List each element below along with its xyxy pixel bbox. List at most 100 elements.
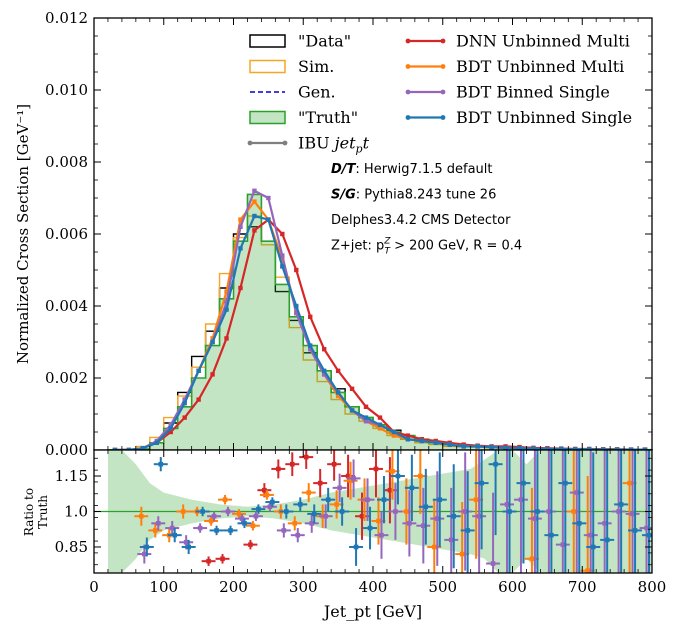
y-tick-label: 0.004 (45, 297, 88, 315)
legend-marker (405, 38, 411, 44)
dnn-unbinned-multi-point (182, 415, 187, 420)
ratio-point (292, 521, 298, 526)
ratio-point (139, 513, 144, 519)
legend-label: Sim. (298, 57, 334, 76)
dnn-unbinned-multi-point (210, 372, 215, 377)
legend-item-bdt-unbinned-multi: BDT Unbinned Multi (405, 57, 624, 76)
ratio-point (208, 518, 214, 524)
ratio-point (476, 513, 482, 519)
x-tick-label: 100 (149, 578, 178, 596)
ratio-point (644, 525, 649, 531)
ratio-point (459, 551, 465, 557)
legend-marker (440, 38, 446, 44)
ratio-point (323, 513, 328, 519)
bdt-binned-single-ratio-series (137, 450, 652, 573)
legend-swatch (249, 34, 286, 48)
bdt-unbinned-single-point (321, 368, 327, 373)
ratio-point (451, 513, 457, 519)
ratio-point (529, 556, 535, 562)
ratio-point (434, 516, 440, 521)
y-tick-label: 0.000 (45, 441, 88, 459)
ratio-point (155, 521, 161, 526)
x-tick-label: 700 (568, 578, 597, 596)
legend-item-bdt-unbinned-single: BDT Unbinned Single (405, 108, 632, 127)
ratio-point (270, 499, 275, 505)
ratio-point (158, 461, 164, 467)
ratio-point (248, 542, 253, 547)
ratio-point (588, 532, 594, 538)
ratio-point (289, 461, 295, 467)
dnn-unbinned-multi-point (196, 397, 201, 402)
ratio-point (632, 528, 638, 533)
bdt-unbinned-single-point (224, 307, 229, 312)
legend-label: BDT Binned Single (456, 83, 610, 102)
ratio-point (183, 539, 189, 545)
ratio-point (228, 528, 233, 533)
bdt-binned-single-point (252, 188, 257, 193)
bdt-binned-single-point (266, 195, 271, 201)
bdt-unbinned-single-point (266, 217, 271, 222)
dnn-unbinned-multi-point (294, 267, 299, 273)
legend-marker (405, 115, 411, 120)
bdt-unbinned-single-point (168, 426, 173, 431)
ratio-point (465, 528, 470, 533)
annotation-line: Delphes3.4.2 CMS Detector (331, 213, 511, 228)
ratio-point (236, 511, 242, 517)
ratio-point (479, 480, 484, 486)
ratio-y-tick-label: 1.15 (55, 467, 88, 485)
ratio-point (303, 454, 309, 460)
ratio-point (359, 513, 365, 519)
y-tick-label: 0.008 (45, 153, 88, 171)
bdt-unbinned-multi-point (238, 217, 243, 222)
legend: "Data" Sim. Gen. "Truth" IBU jetpt DNN Unbinn… (247, 32, 632, 156)
bdt-unbinned-single-point (461, 444, 466, 449)
ratio-y-tick-label: 0.85 (55, 538, 88, 556)
truth-histogram-fill (107, 194, 652, 450)
ratio-point (373, 466, 379, 472)
legend-label: "Data" (298, 32, 351, 51)
bdt-unbinned-single-point (280, 264, 285, 269)
legend-label: DNN Unbinned Multi (456, 32, 630, 51)
ratio-point (284, 509, 289, 514)
bdt-unbinned-single-point (419, 438, 425, 444)
ratio-point (239, 516, 245, 521)
legend-swatch (249, 59, 286, 74)
dnn-unbinned-multi-point (224, 336, 229, 341)
annotation-line: Z+jet: pZ T > 200 GeV, R = 0.4 (331, 237, 522, 257)
ratio-point (493, 461, 498, 467)
ratio-point (197, 525, 203, 531)
ratio-point (325, 497, 331, 502)
ratio-point (518, 497, 524, 502)
ratio-point (376, 518, 381, 524)
ratio-point (295, 532, 301, 538)
ratio-point (206, 558, 211, 564)
ratio-point (256, 506, 261, 512)
ratio-point (262, 487, 267, 493)
ratio-point (490, 561, 496, 566)
ratio-point (186, 544, 191, 550)
bdt-binned-single-point (308, 347, 313, 352)
bdt-unbinned-single-point (587, 447, 592, 452)
bottom-y-axis: 0.85 1.0 1.15 (55, 457, 652, 566)
dnn-unbinned-multi-point (377, 415, 383, 420)
bdt-unbinned-single-point (377, 422, 383, 427)
legend-label: IBU jetpt (298, 134, 370, 156)
ratio-point (317, 480, 323, 486)
legend-marker (247, 140, 253, 146)
y-tick-label: 0.002 (45, 369, 88, 387)
ratio-point (549, 532, 554, 538)
bdt-unbinned-single-point (433, 440, 438, 445)
ratio-point (546, 509, 552, 514)
ratio-point (379, 532, 384, 538)
bdt-unbinned-single-point (154, 440, 159, 445)
ratio-point (214, 528, 219, 533)
bdt-binned-single-point (294, 311, 299, 316)
legend-marker (440, 64, 446, 69)
legend-item-truth: "Truth" (249, 108, 358, 127)
ratio-point (393, 509, 398, 514)
legend-label: Gen. (298, 83, 336, 102)
bdt-unbinned-single-point (391, 429, 397, 435)
bottom-y-axis-label-line1: Ratio to (22, 488, 36, 536)
dnn-unbinned-multi-point (252, 228, 257, 233)
ratio-point (576, 521, 582, 526)
